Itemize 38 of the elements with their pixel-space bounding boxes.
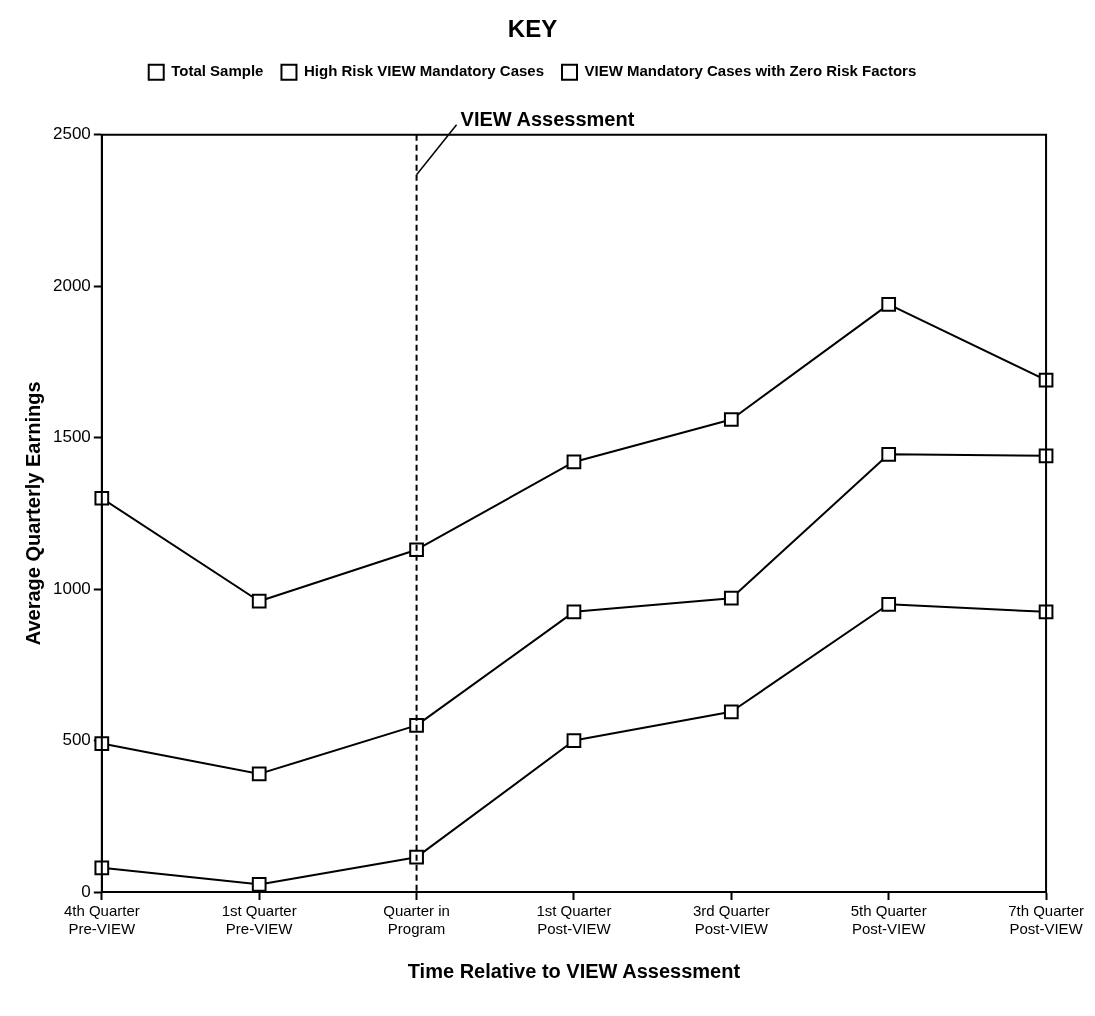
y-tick-label: 500 (62, 730, 91, 750)
point (881, 297, 897, 312)
point (723, 704, 739, 720)
legend-title: KEY (507, 14, 558, 42)
point (251, 766, 267, 782)
y-tick-label: 2500 (52, 124, 91, 144)
point (566, 604, 582, 620)
legend-label: High Risk VIEW Mandatory Cases (303, 62, 545, 80)
y-tick-label: 1500 (52, 427, 91, 447)
point (94, 736, 110, 751)
x-tick-label: 1st Quarter Post-VIEW (536, 902, 612, 938)
x-tick-label: 3rd Quarter Post-VIEW (692, 902, 770, 938)
x-axis-title: Time Relative to VIEW Assessment (407, 959, 741, 982)
x-tick-label: 4th Quarter Pre-VIEW (63, 902, 140, 938)
legend-label: VIEW Mandatory Cases with Zero Risk Factors (584, 62, 917, 80)
point (566, 733, 582, 748)
y-tick-label: 1000 (52, 578, 91, 598)
ref-line-label: VIEW Assessment (460, 108, 635, 131)
point (566, 454, 582, 470)
point (251, 877, 267, 892)
point (94, 490, 110, 506)
point (409, 849, 424, 865)
point (881, 596, 897, 612)
point (409, 542, 424, 558)
x-tick-label: 7th Quarter Post-VIEW (1008, 902, 1084, 938)
point (94, 860, 110, 876)
x-tick-label: Quarter in Program (383, 902, 450, 938)
x-tick-label: 1st Quarter Pre-VIEW (221, 902, 297, 938)
x-tick-label: 5th Quarter Post-VIEW (850, 902, 927, 938)
point (723, 412, 739, 427)
point (251, 593, 267, 609)
legend-label: Total Sample (171, 62, 264, 80)
point (723, 590, 739, 606)
point (881, 446, 897, 462)
point (409, 718, 424, 733)
y-axis-title: Average Quarterly Earnings (21, 381, 44, 646)
y-tick-label: 0 (81, 881, 91, 901)
y-tick-label: 2000 (52, 275, 91, 295)
